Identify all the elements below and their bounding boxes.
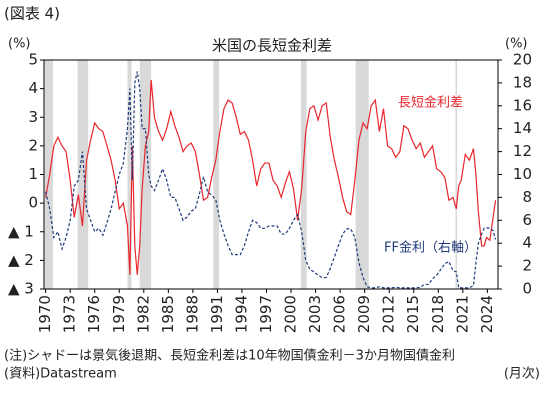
- y2-tick-label: 8: [522, 188, 532, 206]
- x-tick-label: 1982: [134, 295, 152, 333]
- x-tick-label: 1973: [61, 295, 79, 333]
- x-tick-label: 2009: [355, 295, 373, 333]
- recession-shade: [455, 60, 458, 289]
- y2-tick-label: 12: [513, 142, 532, 160]
- y-tick-label: ▲ 1: [8, 222, 34, 240]
- x-tick-label: 1997: [257, 295, 275, 333]
- series-label: 長短金利差: [398, 95, 463, 111]
- y2-tick-label: 6: [522, 211, 532, 229]
- recession-shade: [77, 60, 89, 289]
- x-tick-label: 1991: [208, 295, 226, 333]
- y2-axis-title: (%): [505, 37, 528, 52]
- x-tick-label: 2018: [429, 295, 447, 333]
- source: (資料)Datastream: [4, 367, 117, 382]
- y-tick-label: ▲ 3: [8, 280, 34, 298]
- y-tick-label: 1: [28, 165, 38, 183]
- y2-tick-label: 18: [513, 73, 532, 91]
- recession-shade: [213, 60, 220, 289]
- x-tick-label: 1988: [183, 295, 201, 333]
- frequency-label: (月次): [504, 366, 540, 382]
- x-tick-label: 1976: [85, 295, 103, 333]
- y2-tick-label: 16: [513, 96, 532, 114]
- y-tick-label: 2: [28, 136, 38, 154]
- y2-tick-label: 4: [522, 234, 532, 252]
- y-tick-label: 4: [28, 79, 38, 97]
- x-tick-label: 2000: [282, 295, 300, 333]
- y-tick-label: 0: [28, 194, 38, 212]
- recession-shade: [127, 60, 132, 289]
- recession-shade: [44, 60, 53, 289]
- y2-tick-label: 10: [513, 165, 532, 183]
- recession-shade: [355, 60, 369, 289]
- note: (注)シャドーは景気後退期、長短金利差は10年物国債金利－3か月物国債金利: [4, 348, 455, 364]
- y-tick-label: 3: [28, 108, 38, 126]
- y2-tick-label: 20: [513, 51, 532, 69]
- x-tick-label: 1985: [159, 295, 177, 333]
- x-tick-label: 2015: [404, 295, 422, 333]
- recession-shade: [139, 60, 152, 289]
- x-tick-label: 1994: [232, 295, 250, 333]
- series-label: FF金利（右軸）: [384, 240, 477, 256]
- chart-title: 米国の長短金利差: [212, 37, 332, 55]
- y-tick-label: ▲ 2: [8, 251, 34, 269]
- x-tick-label: 2003: [306, 295, 324, 333]
- series-line: [45, 79, 497, 275]
- x-tick-label: 1979: [110, 295, 128, 333]
- x-tick-label: 2012: [380, 295, 398, 333]
- y2-tick-label: 2: [522, 257, 532, 275]
- y2-tick-label: 0: [522, 280, 532, 298]
- x-tick-label: 1970: [36, 295, 54, 333]
- x-tick-label: 2006: [331, 295, 349, 333]
- y-axis-title: (%): [8, 37, 31, 52]
- y-tick-label: 5: [28, 51, 38, 69]
- y2-tick-label: 14: [513, 119, 532, 137]
- x-tick-label: 2024: [478, 295, 496, 333]
- recession-shade: [300, 60, 307, 289]
- figure-label: (図表 4): [4, 5, 60, 23]
- series-line: [45, 71, 497, 289]
- plot-frame: [43, 59, 499, 290]
- x-tick-label: 2021: [453, 295, 471, 333]
